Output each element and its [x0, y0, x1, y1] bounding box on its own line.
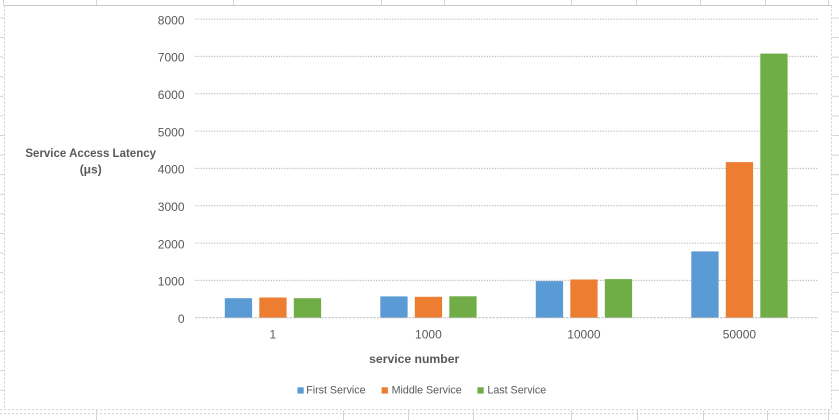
- svg-text:10000: 10000: [567, 327, 601, 341]
- svg-text:1: 1: [270, 327, 277, 341]
- svg-text:3000: 3000: [158, 200, 185, 214]
- svg-text:First Service: First Service: [306, 385, 365, 397]
- svg-text:5000: 5000: [158, 125, 185, 139]
- svg-text:0: 0: [178, 312, 185, 326]
- svg-text:4000: 4000: [158, 163, 185, 177]
- svg-text:Service Access Latency: Service Access Latency: [25, 148, 156, 160]
- svg-text:8000: 8000: [158, 13, 185, 27]
- svg-text:Middle Service: Middle Service: [392, 385, 462, 397]
- svg-text:service number: service number: [369, 352, 459, 366]
- svg-text:Last Service: Last Service: [487, 385, 546, 397]
- svg-text:1000: 1000: [415, 327, 442, 341]
- svg-text:2000: 2000: [158, 237, 185, 251]
- svg-text:1000: 1000: [158, 275, 185, 289]
- svg-text:50000: 50000: [723, 327, 757, 341]
- svg-text:7000: 7000: [158, 51, 185, 65]
- svg-text:6000: 6000: [158, 88, 185, 102]
- svg-text:(μs): (μs): [80, 163, 102, 177]
